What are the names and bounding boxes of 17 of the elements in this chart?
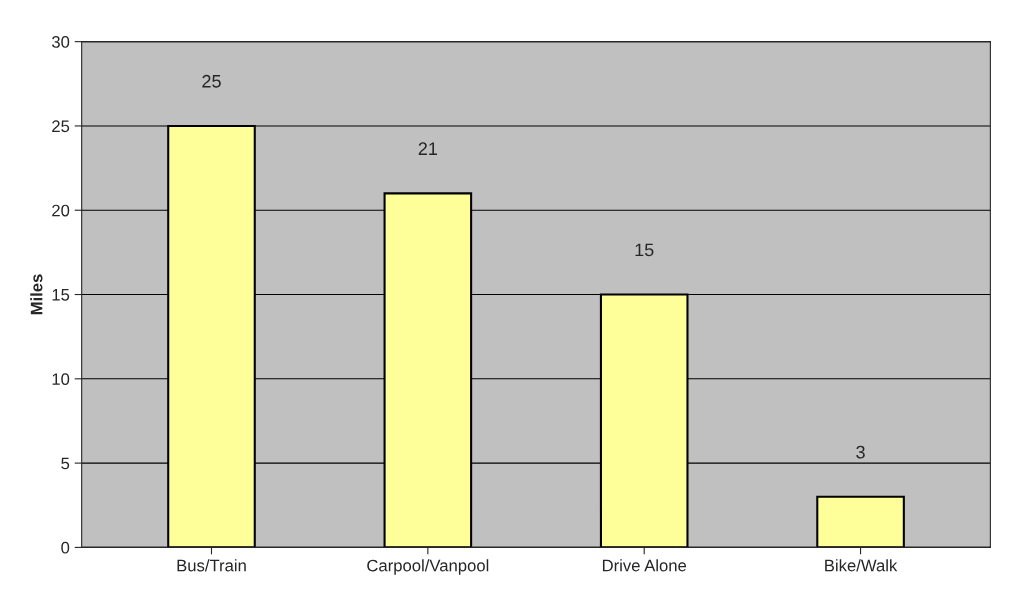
y-tick-label: 5	[61, 457, 70, 470]
x-tick-label: Carpool/Vanpool	[367, 559, 489, 575]
y-tick-label: 10	[52, 373, 70, 386]
y-tick-label: 0	[61, 541, 70, 554]
data-label: 25	[202, 74, 221, 88]
x-tick-label: Bike/Walk	[825, 559, 898, 572]
y-tick-label: 25	[52, 120, 70, 133]
y-axis-title: Miles	[30, 274, 43, 315]
y-tick-label: 15	[52, 289, 70, 301]
y-tick-label: 20	[52, 204, 70, 217]
data-label: 15	[635, 243, 654, 257]
bar	[816, 495, 905, 548]
y-tick-label: 30	[51, 36, 70, 48]
data-label: 3	[856, 445, 865, 459]
x-tick-label: Drive Alone	[602, 559, 687, 572]
x-tick-label: Bus/Train	[177, 559, 246, 572]
data-label: 21	[418, 142, 438, 155]
